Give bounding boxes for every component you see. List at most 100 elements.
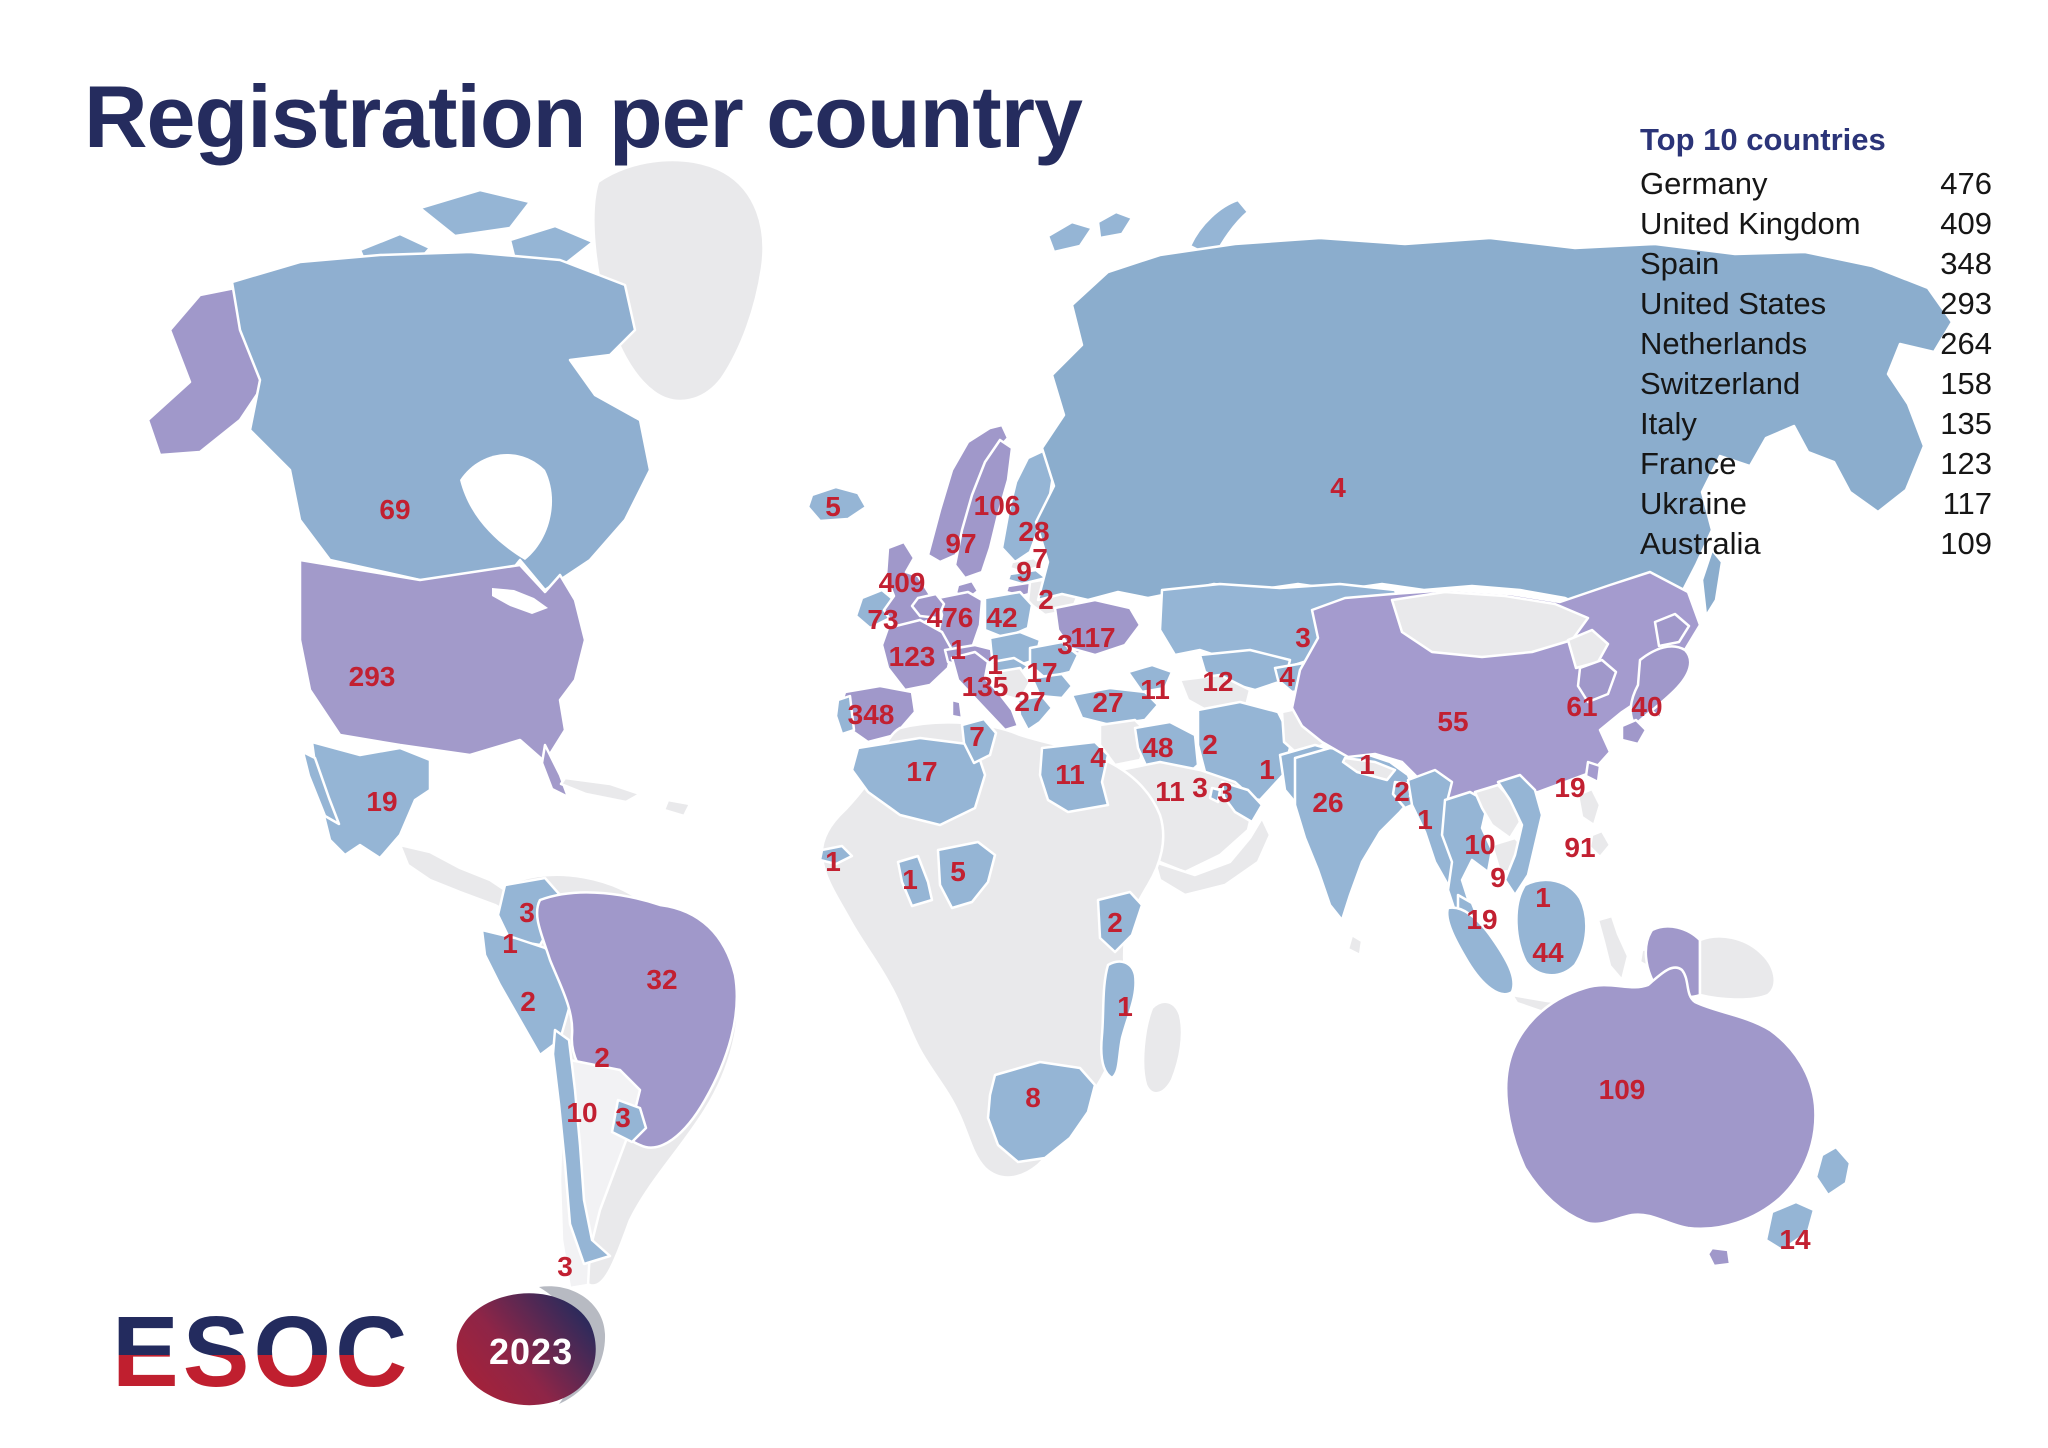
map-label-brunei: 1 bbox=[1535, 882, 1551, 913]
map-label-kenya: 2 bbox=[1107, 907, 1123, 938]
map-label-russia: 4 bbox=[1330, 472, 1346, 503]
esoc-2023-blob: 2023 bbox=[439, 1282, 609, 1422]
region-united-states bbox=[298, 558, 587, 764]
region-tasmania bbox=[1706, 1246, 1732, 1268]
region-canada bbox=[230, 250, 652, 602]
top10-country: Spain bbox=[1640, 246, 1720, 281]
esoc-logo: ESOC 2023 bbox=[112, 1282, 609, 1422]
logo-year: 2023 bbox=[489, 1331, 573, 1372]
region-caucasus bbox=[1126, 663, 1174, 694]
top10-country: France bbox=[1640, 446, 1737, 481]
top10-value: 293 bbox=[1940, 286, 1992, 321]
map-label-ukraine: 117 bbox=[1070, 622, 1116, 653]
region-cuba bbox=[559, 776, 642, 804]
map-label-united-states: 293 bbox=[348, 661, 396, 692]
top10-country: Italy bbox=[1640, 406, 1697, 441]
region-canada-arctic bbox=[418, 188, 532, 238]
region-portugal bbox=[834, 694, 856, 736]
top10-value: 109 bbox=[1940, 526, 1992, 561]
region-mozambique bbox=[1100, 960, 1137, 1080]
map-label-myanmar: 1 bbox=[1417, 804, 1433, 835]
hudson-bay bbox=[460, 453, 553, 560]
region-philippines bbox=[1576, 787, 1602, 827]
region-florida bbox=[540, 743, 570, 799]
map-label-philippines: 91 bbox=[1564, 832, 1596, 863]
map-label-tunisia: 7 bbox=[969, 721, 985, 752]
top10-country: Netherlands bbox=[1640, 326, 1808, 361]
region-tunisia bbox=[960, 717, 998, 765]
region-greece bbox=[1016, 694, 1054, 732]
region-baja bbox=[301, 750, 341, 826]
map-label-iran: 2 bbox=[1202, 729, 1218, 760]
map-label-ecuador: 1 bbox=[502, 928, 518, 959]
map-label-argentina: 10 bbox=[566, 1097, 598, 1128]
region-vietnam bbox=[1496, 773, 1544, 897]
map-label-latvia: 9 bbox=[1016, 556, 1032, 587]
region-png-east bbox=[1698, 935, 1776, 1001]
region-africa bbox=[820, 721, 1165, 1179]
map-label-china: 55 bbox=[1437, 706, 1469, 737]
top10-row: Spain 348 bbox=[1640, 244, 1992, 284]
top10-row: France 123 bbox=[1640, 444, 1992, 484]
region-egypt bbox=[1038, 740, 1110, 814]
region-nepal bbox=[1341, 756, 1397, 782]
map-label-united-kingdom: 409 bbox=[878, 567, 926, 598]
region-sardinia bbox=[950, 698, 964, 720]
region-svalbard bbox=[1046, 220, 1094, 254]
map-label-uzbekistan: 12 bbox=[1202, 666, 1234, 697]
region-nigeria bbox=[936, 840, 997, 910]
map-label-qatar: 3 bbox=[1192, 772, 1208, 803]
region-south-korea bbox=[1576, 658, 1618, 704]
region-philippines bbox=[1588, 829, 1612, 859]
top10-row: Italy 135 bbox=[1640, 404, 1992, 444]
region-japan-kyushu bbox=[1620, 718, 1648, 746]
map-label-norway: 97 bbox=[945, 528, 977, 559]
map-label-peru: 2 bbox=[520, 986, 536, 1017]
page-title: Registration per country bbox=[84, 67, 1083, 166]
top10-country: United Kingdom bbox=[1640, 206, 1861, 241]
map-label-estonia: 7 bbox=[1032, 543, 1048, 574]
top10-value: 348 bbox=[1940, 246, 1992, 281]
region-benelux bbox=[910, 592, 946, 620]
map-label-nepal: 1 bbox=[1359, 749, 1375, 780]
map-label-chile: 3 bbox=[557, 1251, 573, 1282]
region-south-africa bbox=[986, 1060, 1097, 1164]
map-label-india: 26 bbox=[1312, 787, 1344, 818]
top10-row: United States 293 bbox=[1640, 284, 1992, 324]
top10-row: Netherlands 264 bbox=[1640, 324, 1992, 364]
map-label-south-africa: 8 bbox=[1025, 1082, 1041, 1113]
top10-value: 476 bbox=[1940, 166, 1992, 201]
map-label-bangladesh: 2 bbox=[1394, 776, 1410, 807]
map-label-moldova: 3 bbox=[1057, 629, 1073, 660]
top10-country: Ukraine bbox=[1640, 486, 1747, 521]
region-algeria bbox=[850, 736, 987, 827]
top10-value: 158 bbox=[1940, 366, 1992, 401]
region-balkans bbox=[993, 666, 1032, 702]
region-mexico bbox=[310, 740, 432, 860]
map-label-sweden: 106 bbox=[973, 490, 1021, 521]
region-ukraine bbox=[1053, 598, 1142, 657]
top10-row: Ukraine 117 bbox=[1640, 484, 1992, 524]
top10-country: Germany bbox=[1640, 166, 1768, 201]
esoc-wordmark: ESOC bbox=[112, 1296, 412, 1408]
map-label-saudi-arabia: 11 bbox=[1155, 776, 1185, 807]
map-label-united-arab-emirates: 3 bbox=[1217, 777, 1233, 808]
map-label-bulgaria: 17 bbox=[1026, 657, 1058, 688]
map-label-australia: 109 bbox=[1598, 1074, 1646, 1105]
region-greenland bbox=[592, 158, 765, 403]
map-label-south-korea: 61 bbox=[1566, 691, 1598, 722]
region-sumatra bbox=[1445, 906, 1515, 996]
region-estonia bbox=[1008, 556, 1044, 574]
map-label-brazil: 32 bbox=[646, 964, 678, 995]
map-label-colombia: 3 bbox=[519, 897, 535, 928]
map-label-uruguay: 3 bbox=[615, 1102, 631, 1133]
region-italy bbox=[950, 650, 1020, 732]
map-label-austria: 1 bbox=[950, 634, 966, 665]
map-label-nigeria: 5 bbox=[950, 856, 966, 887]
top10-rows: Germany 476 United Kingdom 409 Spain 348 Unite… bbox=[1640, 164, 1992, 564]
map-label-ireland: 73 bbox=[867, 604, 899, 635]
region-new-zealand-south bbox=[1764, 1200, 1816, 1252]
region-north-korea bbox=[1566, 628, 1610, 670]
map-label-poland: 42 bbox=[986, 602, 1018, 633]
